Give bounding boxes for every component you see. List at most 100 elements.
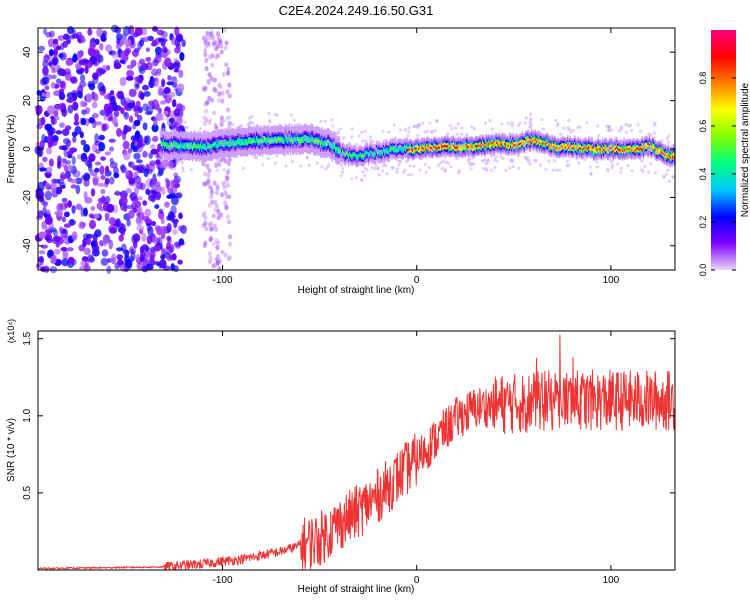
spectrogram-ridge-cell <box>400 150 402 153</box>
spectrogram-ridge-cell <box>543 138 546 142</box>
spectrogram-ridge-cell <box>162 141 165 144</box>
spectrogram-ridge-cell <box>217 143 219 146</box>
spectrogram-ridge-cell <box>544 151 547 154</box>
spectrogram-ridge-cell <box>571 140 574 143</box>
spectrogram-ridge-cell <box>465 146 468 149</box>
spectrogram-ridge-cell <box>202 138 204 141</box>
spectrogram-ridge-cell <box>343 147 345 151</box>
spectrogram-ridge-cell <box>204 156 207 159</box>
spectrogram-ridge-cell <box>337 160 339 163</box>
spectrogram-ridge-cell <box>546 139 548 142</box>
spectrogram-ridge-cell <box>271 139 273 142</box>
spectrogram-ridge-cell <box>356 154 358 157</box>
spectrogram-ridge-cell <box>507 146 510 150</box>
spectrogram-ridge-cell <box>224 130 226 133</box>
spectrogram-ridge-cell <box>571 155 574 158</box>
spectrogram-ridge-cell <box>230 130 232 134</box>
spectrogram-ridge-cell <box>521 136 524 139</box>
spectrogram-ridge-cell <box>479 139 482 142</box>
spectrogram-noise-cell <box>100 156 107 161</box>
spectrogram-ridge-cell <box>323 151 325 154</box>
spectrogram-ridge-cell <box>279 136 281 139</box>
spectrogram-ridge-cell <box>321 140 323 143</box>
spectrogram-ridge-cell <box>162 145 165 148</box>
spectrogram-ridge-cell <box>250 126 252 129</box>
spectrogram-ridge-cell <box>448 147 450 150</box>
spectrogram-ridge-cell <box>167 133 169 136</box>
spectrogram-ridge-cell <box>367 150 370 153</box>
spectrogram-ridge-cell <box>241 149 244 152</box>
spectrogram-ridge-cell <box>306 126 308 130</box>
spectrogram-ridge-cell <box>486 143 489 146</box>
spectrogram-ridge-cell <box>300 148 302 151</box>
spectrogram-noise-cell <box>135 159 143 164</box>
spectrogram-ridge-cell <box>413 151 415 154</box>
spectrogram-noise-cell <box>210 77 215 83</box>
spectrogram-ridge-cell <box>555 146 557 149</box>
spectrogram-ridge-cell <box>283 129 286 132</box>
spectrogram-ridge-cell <box>294 135 296 138</box>
spectrogram-ridge-cell <box>232 134 235 137</box>
spectrogram-ridge-cell <box>393 141 395 145</box>
spectrogram-ridge-cell <box>546 137 548 140</box>
spectrogram-noise-cell <box>224 40 229 46</box>
spectrogram-ridge-cell <box>245 151 247 154</box>
spectrogram-ridge-cell <box>202 133 204 136</box>
spectrogram-ridge-cell <box>255 149 258 152</box>
spectrogram-ridge-cell <box>583 140 585 143</box>
spectrogram-ridge-cell <box>577 142 579 146</box>
spectrogram-ridge-cell <box>220 137 223 140</box>
spectrogram-noise-cell <box>39 139 45 149</box>
spectrogram-ridge-cell <box>231 135 233 138</box>
spectrogram-ridge-cell <box>279 145 281 148</box>
spectrogram-noise-cell <box>113 62 122 70</box>
spectrogram-noise-cell <box>128 115 134 123</box>
spectrogram-ridge-cell <box>167 140 169 143</box>
spectrogram-ridge-cell <box>241 130 244 133</box>
spectrogram-noise-cell <box>108 138 116 143</box>
spectrogram-ridge-cell <box>578 138 581 141</box>
spectrogram-ridge-cell <box>359 149 362 152</box>
spectrogram-ridge-cell <box>208 142 210 146</box>
spectrogram-ridge-cell <box>415 155 417 159</box>
spectrogram-noise-cell <box>166 222 172 233</box>
spectrogram-ridge-cell <box>300 135 302 138</box>
spectrogram-ridge-cell <box>442 150 444 153</box>
spectrogram-ridge-cell <box>358 158 360 162</box>
spectrogram-ridge-cell <box>320 136 322 139</box>
spectrogram-ridge-cell <box>209 132 211 135</box>
spectrogram-ridge-cell <box>341 150 343 153</box>
spectrogram-ridge-cell <box>198 155 201 158</box>
spectrogram-ridge-cell <box>196 141 198 144</box>
spectrogram-ridge-cell <box>506 152 508 155</box>
spectrogram-ridge-cell <box>582 139 584 142</box>
spectrogram-ridge-cell <box>198 142 201 145</box>
spectrogram-ridge-cell <box>194 137 196 140</box>
spectrogram-ridge-cell <box>508 152 511 156</box>
spectrogram-noise-cell <box>100 34 107 42</box>
spectrogram-noise-cell <box>36 262 42 269</box>
spectrogram-ridge-cell <box>325 149 328 152</box>
spectrogram-ridge-cell <box>282 150 285 153</box>
spectrogram-ridge-cell <box>267 128 270 132</box>
spectrogram-ridge-cell <box>176 144 179 147</box>
spectrogram-ridge-cell <box>219 148 222 152</box>
spectrogram-ridge-cell <box>554 144 556 147</box>
spectrogram-ridge-cell <box>272 132 274 135</box>
spectrogram-ridge-cell <box>198 135 201 138</box>
spectrogram-ridge-cell <box>345 146 348 149</box>
spectrogram-ridge-cell <box>225 139 228 143</box>
spectrogram-ridge-cell <box>209 141 211 144</box>
spectrogram-noise-cell <box>111 253 116 262</box>
spectrogram-ridge-cell <box>290 143 293 147</box>
spectrogram-noise-cell <box>210 36 215 42</box>
spectrogram-ridge-cell <box>499 151 501 154</box>
spectrogram-ridge-cell <box>535 146 538 150</box>
spectrogram-ridge-cell <box>352 153 355 157</box>
spectrogram-ridge-cell <box>414 139 416 142</box>
spectrogram-ridge-cell <box>191 157 194 160</box>
spectrogram-ridge-cell <box>255 127 258 130</box>
spectrogram-ridge-cell <box>422 153 424 157</box>
spectrogram-ridge-cell <box>472 140 475 143</box>
spectrogram-ridge-cell <box>329 132 331 135</box>
